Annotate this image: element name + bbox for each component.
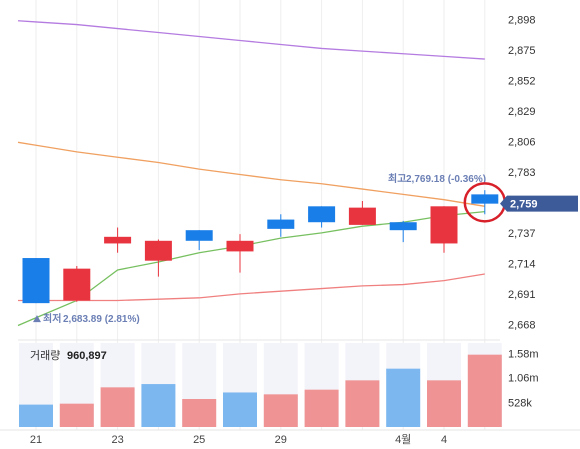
- volume-bar: [141, 384, 176, 427]
- low-annotation-label: 최저: [43, 312, 61, 325]
- x-tick-label: 4월: [395, 433, 411, 446]
- x-tick-label: 21: [30, 434, 42, 446]
- candle-body: [144, 240, 172, 261]
- volume-bar: [345, 380, 380, 427]
- grid-lines: [0, 0, 580, 431]
- y-tick-label: 2,737: [508, 228, 536, 240]
- low-annotation-value: 2,683.89 (2.81%): [63, 314, 140, 325]
- high-annotation-label: 최고: [388, 172, 406, 185]
- y-tick-label: 2,898: [508, 14, 536, 26]
- volume-panel: 거래량 960,897 1.58m 1.06m 528k: [19, 343, 539, 427]
- x-axis-ticks: 21 23 25 29 4월 4: [30, 433, 447, 446]
- y-tick-label: 2,714: [508, 258, 536, 270]
- candle-body: [226, 240, 254, 252]
- volume-bar: [386, 368, 421, 427]
- volume-bar: [304, 389, 339, 427]
- volume-bar: [223, 392, 257, 427]
- volume-tick-label: 1.58m: [508, 348, 539, 360]
- volume-current-value: 960,897: [67, 350, 107, 362]
- x-tick-label: 25: [193, 434, 205, 446]
- candle-body: [308, 206, 336, 223]
- candle-body: [104, 236, 132, 244]
- y-tick-label: 2,806: [508, 136, 536, 148]
- volume-bar: [263, 394, 298, 427]
- y-tick-label: 2,668: [508, 319, 536, 331]
- x-tick-label: 23: [111, 434, 123, 446]
- candlesticks: [22, 190, 499, 304]
- volume-tick-label: 1.06m: [508, 373, 539, 385]
- volume-bar: [427, 380, 461, 427]
- volume-bar: [59, 403, 94, 427]
- candle-body: [22, 258, 50, 304]
- candle-body: [63, 268, 91, 301]
- low-marker-icon: [33, 315, 41, 323]
- high-annotation-value: 2,769.18 (-0.36%): [406, 174, 486, 185]
- current-price-label: 2,759: [510, 199, 538, 211]
- volume-bar: [182, 399, 217, 427]
- volume-bar: [100, 387, 135, 427]
- annotations: 최고 2,769.18 (-0.36%) 최저 2,683.89 (2.81%) 2,7…: [33, 172, 578, 325]
- current-price-tag: [500, 195, 578, 212]
- moving-average-line: [17, 20, 485, 60]
- volume-label: 거래량: [30, 349, 60, 362]
- volume-tick-label: 528k: [508, 397, 532, 409]
- candle-body: [430, 206, 458, 244]
- x-tick-label: 4: [441, 434, 447, 446]
- volume-bar: [467, 354, 502, 427]
- moving-average-line: [17, 141, 485, 207]
- candle-body: [389, 222, 417, 231]
- x-tick-label: 29: [275, 434, 287, 446]
- y-tick-label: 2,852: [508, 75, 536, 87]
- candle-body: [185, 230, 213, 241]
- y-tick-label: 2,875: [508, 45, 536, 57]
- candle-body: [348, 207, 376, 225]
- y-tick-label: 2,691: [508, 289, 536, 301]
- candle-body: [267, 219, 295, 229]
- candle-body: [471, 194, 499, 204]
- y-tick-label: 2,829: [508, 106, 536, 118]
- y-tick-label: 2,783: [508, 167, 536, 179]
- y-axis-ticks: 2,898 2,875 2,852 2,829 2,806 2,783 2,737 2,714…: [508, 14, 536, 331]
- volume-bar: [19, 404, 53, 427]
